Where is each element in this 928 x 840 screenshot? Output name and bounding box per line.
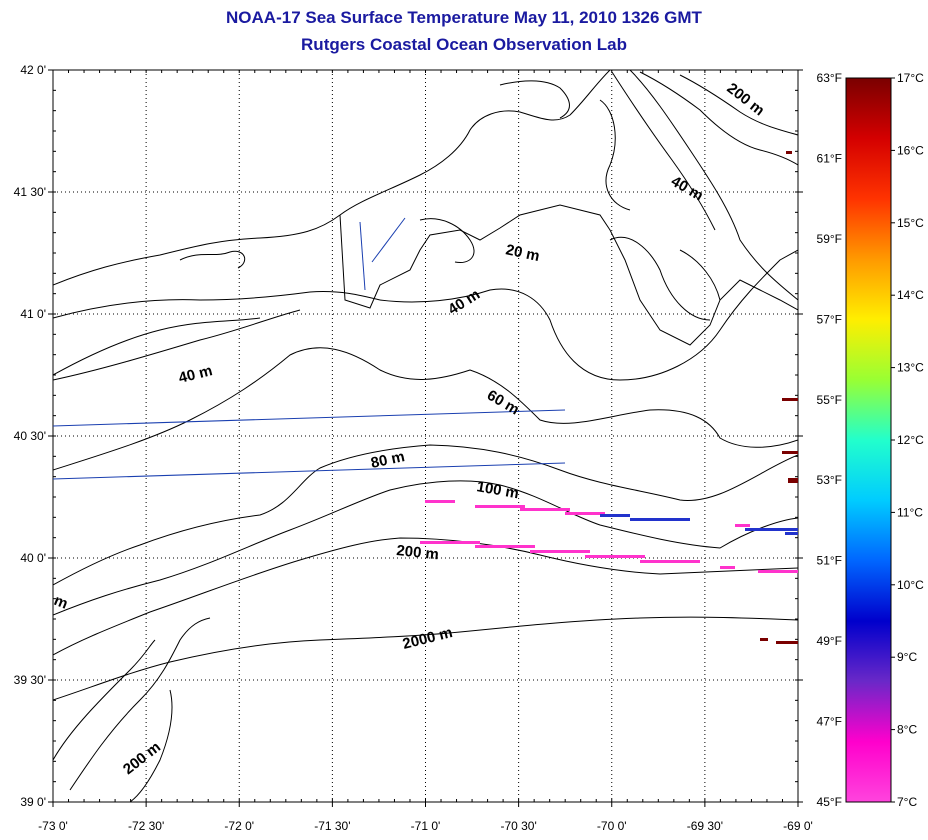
- fahrenheit-label: 51°F: [817, 554, 842, 568]
- latitude-labels: 42 0' 41 30' 41 0' 40 30' 40 0' 39 30' 39 0': [14, 63, 46, 809]
- fahrenheit-label: 49°F: [817, 634, 842, 648]
- lon-label: -70 0': [597, 819, 627, 833]
- lat-label: 39 30': [14, 673, 46, 687]
- map-title: NOAA-17 Sea Surface Temperature May 11, …: [226, 8, 702, 27]
- celsius-label: 11°C: [897, 505, 923, 519]
- fahrenheit-label: 45°F: [817, 795, 842, 809]
- lat-label: 41 30': [14, 185, 46, 199]
- lat-label: 40 30': [14, 429, 46, 443]
- fahrenheit-label: 53°F: [817, 473, 842, 487]
- fahrenheit-label: 57°F: [817, 312, 842, 326]
- contour-100m: [53, 480, 798, 616]
- celsius-label: 8°C: [897, 723, 917, 737]
- lon-label: -71 0': [411, 819, 441, 833]
- celsius-label: 15°C: [897, 216, 924, 230]
- map-subtitle: Rutgers Coastal Ocean Observation Lab: [301, 35, 627, 54]
- lon-label: -72 0': [224, 819, 254, 833]
- fahrenheit-label: 63°F: [817, 71, 842, 85]
- celsius-label: 13°C: [897, 361, 924, 375]
- fahrenheit-label: 47°F: [817, 715, 842, 729]
- fahrenheit-label: 61°F: [817, 151, 842, 165]
- lat-label: 39 0': [20, 795, 46, 809]
- contour-label-80m: 80 m: [369, 448, 406, 472]
- lat-label: 42 0': [20, 63, 46, 77]
- fahrenheit-label: 55°F: [817, 393, 842, 407]
- celsius-label: 14°C: [897, 288, 924, 302]
- contour-40m-east: [629, 70, 798, 301]
- lon-label: -69 0': [783, 819, 813, 833]
- celsius-label: 10°C: [897, 578, 924, 592]
- fahrenheit-label: 59°F: [817, 232, 842, 246]
- lon-label: -73 0': [38, 819, 68, 833]
- contour-label-m-west: m: [52, 592, 71, 613]
- celsius-label: 16°C: [897, 143, 924, 157]
- contour-label-200m: 200 m: [396, 542, 440, 563]
- celsius-label: 17°C: [897, 71, 924, 85]
- lon-label: -71 30': [314, 819, 350, 833]
- celsius-scale: 17°C 16°C 15°C 14°C 13°C 12°C 11°C 10°C 9°C 8°C 7°…: [891, 71, 924, 809]
- contour-label-20m: 20 m: [504, 241, 541, 265]
- satellite-tracks: [53, 217, 566, 480]
- colorbar: [845, 77, 892, 803]
- lat-label: 41 0': [20, 307, 46, 321]
- celsius-label: 7°C: [897, 795, 917, 809]
- axis-ticks: [48, 69, 803, 807]
- depth-contours: [53, 70, 798, 802]
- longitude-labels: -73 0' -72 30' -72 0' -71 30' -71 0' -70 30' -…: [38, 819, 813, 833]
- sst-pixels: [420, 151, 798, 644]
- fahrenheit-scale: 63°F 61°F 59°F 57°F 55°F 53°F 51°F 49°F 47°F 45°F: [817, 71, 842, 809]
- contour-2000m: [53, 616, 798, 701]
- contour-60m: [53, 347, 798, 471]
- lon-label: -72 30': [128, 819, 164, 833]
- lon-label: -69 30': [687, 819, 723, 833]
- lat-label: 40 0': [20, 551, 46, 565]
- contour-80m: [53, 444, 798, 586]
- celsius-label: 12°C: [897, 433, 924, 447]
- contour-200m-south: [69, 617, 211, 791]
- graticule: [53, 70, 798, 802]
- coastline-islands: [339, 204, 798, 346]
- contour-200m: [53, 537, 798, 656]
- contour-200m-ne: [639, 71, 798, 166]
- contour-40m-west: [53, 309, 301, 381]
- celsius-label: 9°C: [897, 650, 917, 664]
- coastline: [53, 70, 611, 286]
- lon-label: -70 30': [500, 819, 536, 833]
